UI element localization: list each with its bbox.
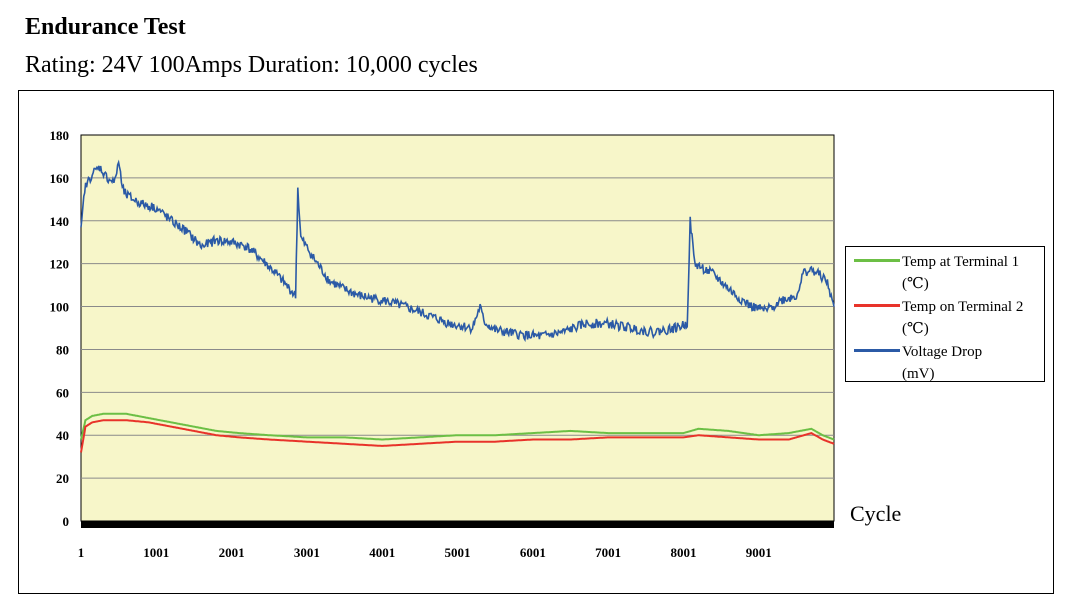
- x-tick-label: 8001: [670, 545, 696, 560]
- legend-label: Temp at Terminal 1: [902, 254, 1020, 270]
- x-tick-label: 2001: [219, 545, 245, 560]
- y-tick-label: 80: [56, 342, 69, 357]
- legend-item-voltage-drop: Voltage Drop (mV): [854, 341, 1044, 385]
- series-lines: [80, 159, 835, 453]
- y-axis-ticks: 0 20 40 60 80 100 120 140 160 180: [50, 128, 70, 529]
- y-tick-label: 60: [56, 385, 69, 400]
- plot-area: [80, 134, 835, 522]
- y-tick-label: 120: [50, 257, 70, 272]
- chart-frame: [18, 90, 1054, 594]
- x-tick-label: 1001: [143, 545, 169, 560]
- x-axis-label: Cycle: [850, 501, 901, 526]
- legend-swatch-red: [854, 304, 900, 307]
- chart-subtitle: Rating: 24V 100Amps Duration: 10,000 cyc…: [25, 52, 478, 78]
- y-tick-label: 140: [50, 214, 70, 229]
- legend-label-unit: (℃): [902, 276, 929, 292]
- x-axis-bar: [81, 521, 834, 528]
- y-tick-label: 100: [50, 300, 70, 315]
- y-tick-label: 160: [50, 171, 70, 186]
- legend-label: Voltage Drop: [902, 344, 983, 360]
- x-tick-label: 9001: [746, 545, 772, 560]
- series-line-voltage-drop: [80, 159, 835, 343]
- x-tick-label: 1: [78, 545, 85, 560]
- x-tick-label: 3001: [294, 545, 320, 560]
- y-tick-label: 0: [63, 514, 70, 529]
- series-line-temp-terminal-1: [80, 412, 835, 441]
- y-tick-label: 180: [50, 128, 70, 143]
- x-axis-ticks: 1 1001 2001 3001 4001 5001 6001 7001 8001 9001: [78, 545, 772, 560]
- y-tick-label: 40: [56, 428, 69, 443]
- chart-legend: Temp at Terminal 1 (℃) Temp on Terminal …: [845, 246, 1045, 382]
- y-tick-label: 20: [56, 471, 69, 486]
- legend-item-temp-terminal-1: Temp at Terminal 1 (℃): [854, 251, 1044, 295]
- legend-label: Temp on Terminal 2: [902, 299, 1024, 315]
- x-tick-label: 7001: [595, 545, 621, 560]
- x-tick-label: 5001: [445, 545, 471, 560]
- legend-item-temp-terminal-2: Temp on Terminal 2 (℃): [854, 296, 1044, 340]
- x-tick-label: 4001: [369, 545, 395, 560]
- legend-label-unit: (mV): [902, 366, 935, 382]
- series-line-temp-terminal-2: [80, 419, 835, 453]
- x-tick-label: 6001: [520, 545, 546, 560]
- chart-title: Endurance Test: [25, 14, 186, 40]
- legend-swatch-blue: [854, 349, 900, 352]
- legend-label-unit: (℃): [902, 321, 929, 337]
- x-axis-line: [81, 521, 834, 528]
- legend-swatch-green: [854, 259, 900, 262]
